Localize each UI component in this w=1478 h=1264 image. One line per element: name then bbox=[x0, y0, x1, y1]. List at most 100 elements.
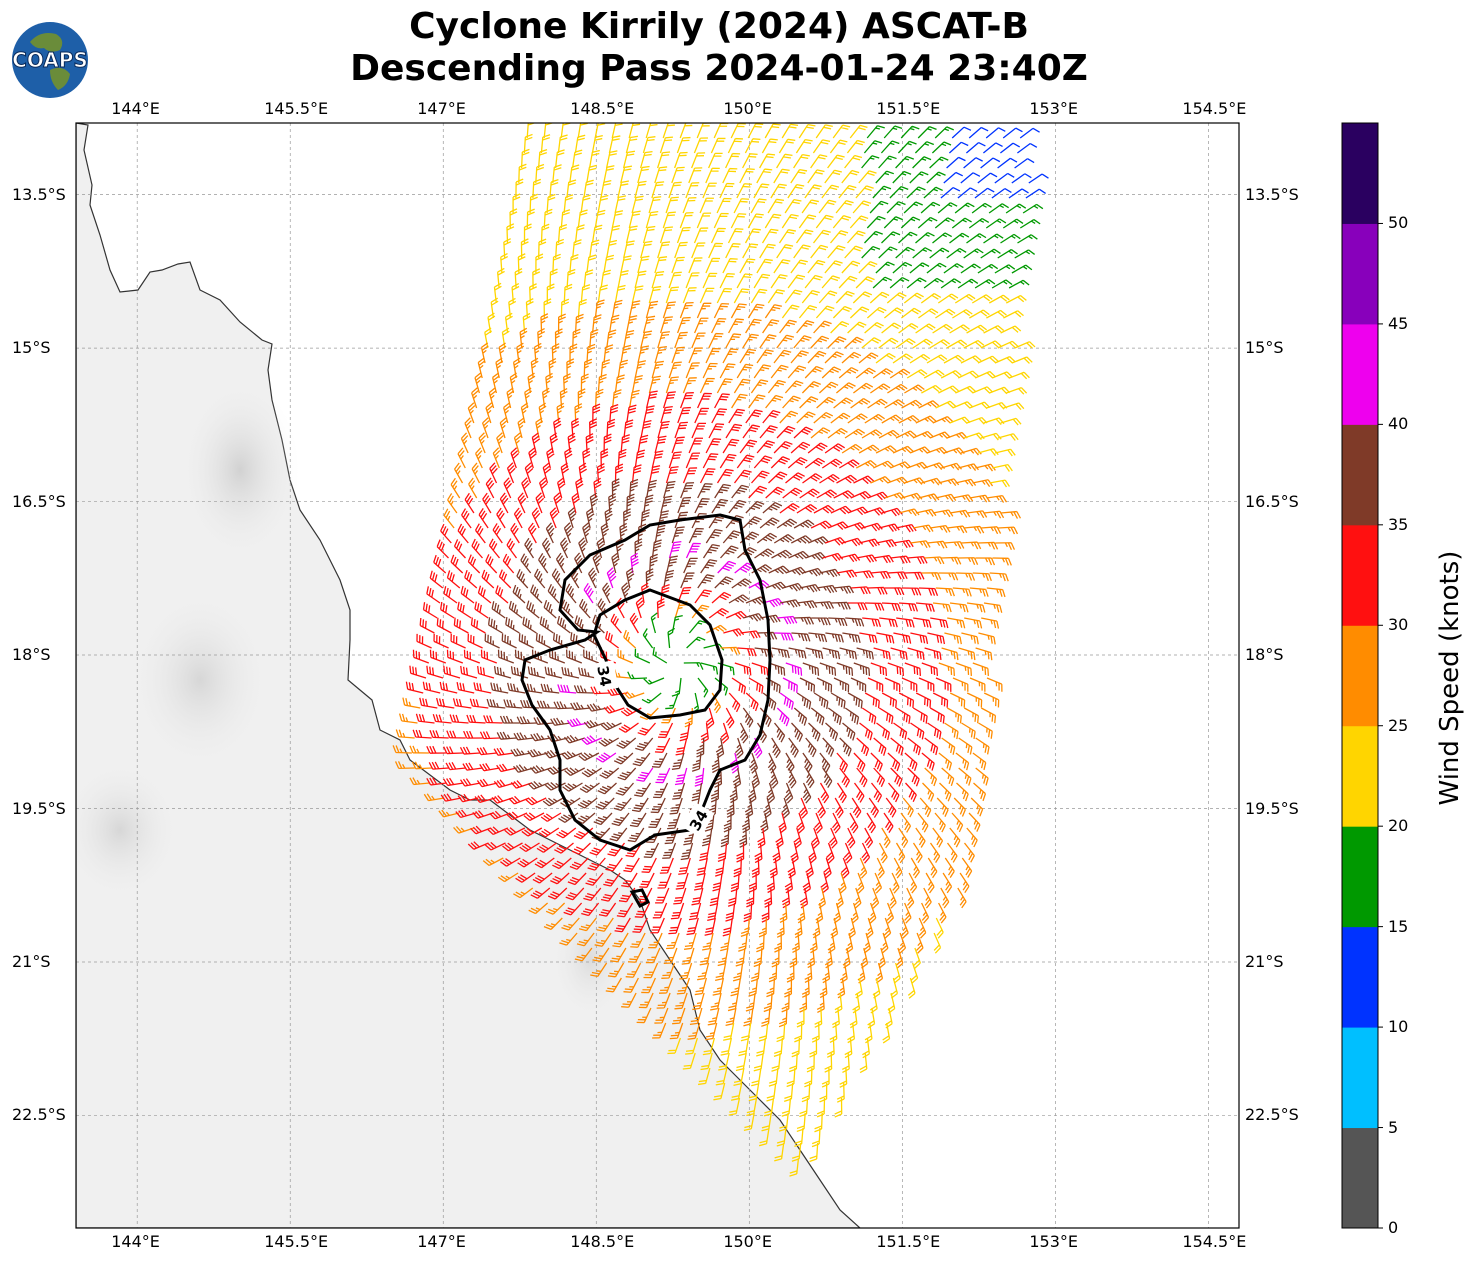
wind-barb bbox=[521, 477, 530, 499]
wind-barb bbox=[836, 1082, 845, 1103]
wind-barb bbox=[745, 992, 756, 1012]
wind-barb bbox=[438, 809, 460, 818]
wind-barb bbox=[549, 179, 559, 199]
lat-tick-label-left: 13.5°S bbox=[12, 184, 66, 204]
wind-barb bbox=[809, 1142, 819, 1163]
wind-barb bbox=[909, 262, 930, 274]
wind-barb bbox=[472, 810, 494, 819]
wind-barb bbox=[479, 731, 500, 740]
wind-barb bbox=[873, 737, 887, 756]
wind-barb bbox=[932, 416, 954, 424]
wind-barb bbox=[535, 492, 545, 514]
wind-barb bbox=[934, 126, 954, 139]
wind-barb bbox=[686, 636, 706, 649]
wind-barb bbox=[838, 872, 847, 894]
wind-barb bbox=[398, 713, 418, 724]
wind-barb bbox=[986, 587, 1006, 598]
small-island-contour bbox=[629, 888, 651, 908]
wind-barb bbox=[768, 565, 790, 575]
wind-barb bbox=[464, 570, 478, 589]
wind-barb bbox=[496, 432, 504, 454]
wind-barb bbox=[774, 932, 783, 953]
wind-barb bbox=[896, 617, 915, 628]
wind-barb bbox=[801, 381, 821, 394]
wind-barb bbox=[855, 276, 875, 289]
wind-barb bbox=[606, 567, 617, 589]
wind-barb bbox=[866, 306, 887, 319]
wind-barb bbox=[530, 887, 551, 899]
wind-barb bbox=[520, 699, 540, 709]
colorbar-tick-label: 5 bbox=[1388, 1117, 1399, 1137]
wind-barb bbox=[830, 230, 849, 244]
wind-barb bbox=[736, 183, 752, 199]
wind-barb bbox=[503, 699, 523, 709]
wind-barb bbox=[961, 857, 973, 878]
lon-tick-label-top: 147°E bbox=[417, 99, 466, 118]
wind-barb bbox=[725, 902, 736, 922]
wind-barb bbox=[467, 554, 481, 574]
wind-barb bbox=[656, 992, 671, 1009]
wind-barb bbox=[861, 429, 883, 439]
wind-barb bbox=[691, 782, 703, 802]
wind-barb bbox=[540, 134, 551, 154]
wind-barb bbox=[852, 992, 861, 1014]
wind-barb bbox=[603, 165, 615, 184]
wind-barb bbox=[913, 947, 921, 969]
wind-barb bbox=[918, 493, 940, 502]
wind-barb bbox=[636, 767, 654, 782]
wind-barb bbox=[973, 782, 987, 802]
lat-tick-label-right: 13.5°S bbox=[1245, 184, 1299, 204]
colorbar-tick-label: 30 bbox=[1388, 615, 1409, 635]
wind-barb bbox=[929, 842, 941, 863]
wind-barb bbox=[927, 722, 942, 740]
wind-barb bbox=[822, 647, 841, 660]
wind-barb bbox=[694, 589, 712, 604]
wind-barb bbox=[742, 516, 762, 529]
wind-barb bbox=[787, 365, 807, 379]
wind-barb bbox=[878, 707, 894, 725]
wind-barb bbox=[722, 530, 742, 544]
wind-barb bbox=[782, 677, 798, 693]
wind-barb bbox=[742, 333, 759, 349]
wind-barb bbox=[788, 737, 799, 758]
wind-barb bbox=[918, 917, 927, 939]
wind-barb bbox=[617, 649, 634, 664]
wind-barb bbox=[645, 390, 658, 409]
wind-barb bbox=[762, 501, 783, 514]
wind-barb bbox=[605, 857, 623, 872]
wind-barb bbox=[804, 274, 823, 289]
wind-barb bbox=[527, 522, 537, 544]
wind-barb bbox=[929, 431, 951, 439]
wind-barb bbox=[532, 178, 542, 199]
wind-barb bbox=[715, 857, 725, 877]
wind-barb bbox=[791, 722, 804, 742]
wind-barb bbox=[728, 594, 750, 604]
wind-barb bbox=[694, 977, 708, 996]
wind-barb bbox=[606, 329, 617, 349]
wind-barb bbox=[898, 231, 918, 244]
wind-barb bbox=[476, 778, 498, 788]
wind-barb bbox=[969, 677, 986, 692]
wind-barb bbox=[551, 343, 560, 364]
wind-barb bbox=[541, 537, 552, 559]
wind-barb bbox=[643, 962, 659, 979]
wind-barb bbox=[850, 398, 871, 409]
wind-barb bbox=[799, 677, 816, 693]
wind-barb bbox=[628, 123, 641, 139]
wind-barb bbox=[699, 197, 714, 214]
wind-barb bbox=[845, 617, 865, 627]
wind-barb bbox=[650, 917, 665, 934]
wind-barb bbox=[564, 447, 573, 469]
wind-barb bbox=[560, 209, 571, 229]
wind-barb bbox=[807, 442, 828, 454]
wind-barb bbox=[631, 464, 642, 484]
wind-barb bbox=[734, 737, 744, 759]
wind-barb bbox=[764, 123, 781, 139]
colorbar-segment bbox=[1342, 1127, 1378, 1229]
wind-barb bbox=[847, 230, 866, 244]
wind-barb bbox=[446, 570, 461, 589]
wind-barb bbox=[540, 812, 562, 822]
wind-barb bbox=[744, 797, 754, 819]
wind-barb bbox=[716, 197, 732, 214]
